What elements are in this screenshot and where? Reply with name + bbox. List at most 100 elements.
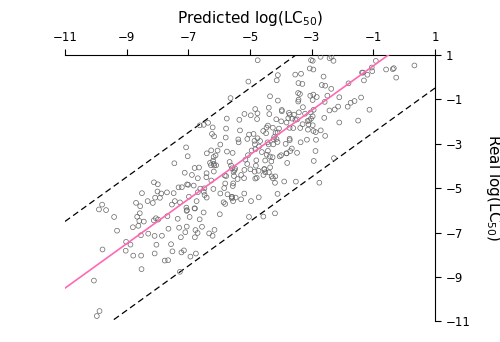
Point bbox=[242, 157, 250, 162]
Point bbox=[269, 175, 277, 181]
Point bbox=[214, 148, 222, 153]
Point bbox=[90, 278, 98, 283]
Point bbox=[358, 70, 366, 75]
Point bbox=[182, 208, 190, 214]
Point bbox=[274, 191, 281, 197]
Point bbox=[327, 86, 335, 92]
Point bbox=[210, 154, 218, 160]
Point bbox=[262, 131, 270, 136]
Point bbox=[324, 93, 332, 98]
Point bbox=[98, 247, 106, 252]
Point bbox=[410, 63, 418, 68]
Point bbox=[271, 180, 279, 186]
Point bbox=[192, 227, 200, 233]
Point bbox=[192, 251, 200, 256]
Point bbox=[364, 72, 372, 78]
Point bbox=[190, 183, 198, 188]
Point bbox=[204, 120, 212, 126]
Point bbox=[196, 186, 204, 192]
Point bbox=[227, 163, 235, 168]
Point bbox=[294, 80, 302, 86]
Point bbox=[246, 167, 254, 172]
Point bbox=[236, 128, 244, 133]
Point bbox=[182, 229, 190, 235]
Point bbox=[192, 198, 200, 204]
Point bbox=[245, 132, 253, 137]
Point bbox=[307, 116, 315, 121]
Point bbox=[258, 149, 266, 155]
Point bbox=[178, 184, 186, 190]
Point bbox=[234, 137, 242, 142]
Point bbox=[251, 142, 259, 147]
Point bbox=[306, 66, 314, 71]
Point bbox=[229, 198, 237, 204]
Point bbox=[220, 185, 228, 191]
Point bbox=[102, 207, 110, 213]
Y-axis label: Real log(LC$_{50}$): Real log(LC$_{50}$) bbox=[484, 134, 500, 242]
Point bbox=[229, 181, 237, 186]
Point bbox=[122, 248, 130, 253]
Point bbox=[182, 205, 190, 210]
Point bbox=[330, 58, 338, 64]
Point bbox=[237, 172, 245, 178]
Point bbox=[308, 122, 316, 128]
Point bbox=[368, 65, 376, 70]
Point bbox=[113, 228, 121, 233]
Point bbox=[220, 199, 228, 205]
Point bbox=[290, 112, 298, 117]
Point bbox=[312, 129, 320, 135]
Point bbox=[252, 158, 260, 163]
Point bbox=[236, 117, 244, 122]
Point bbox=[296, 140, 304, 145]
Point bbox=[208, 125, 216, 130]
Point bbox=[255, 144, 263, 149]
Point bbox=[293, 117, 301, 122]
X-axis label: Predicted log(LC$_{50}$): Predicted log(LC$_{50}$) bbox=[177, 9, 323, 28]
Point bbox=[210, 161, 218, 167]
Point bbox=[264, 148, 272, 154]
Point bbox=[180, 170, 188, 175]
Point bbox=[171, 198, 179, 204]
Point bbox=[275, 126, 283, 131]
Point bbox=[308, 114, 316, 119]
Point bbox=[372, 58, 380, 64]
Point bbox=[207, 162, 215, 168]
Point bbox=[317, 128, 325, 133]
Point bbox=[152, 242, 160, 248]
Point bbox=[156, 195, 164, 200]
Point bbox=[252, 176, 260, 181]
Point bbox=[274, 130, 281, 135]
Point bbox=[301, 111, 309, 116]
Point bbox=[95, 207, 103, 212]
Point bbox=[270, 134, 278, 140]
Point bbox=[164, 226, 172, 232]
Point bbox=[210, 186, 218, 192]
Point bbox=[252, 163, 260, 169]
Point bbox=[359, 70, 367, 75]
Point bbox=[282, 120, 290, 125]
Point bbox=[191, 235, 199, 240]
Point bbox=[182, 224, 190, 229]
Point bbox=[272, 174, 280, 179]
Point bbox=[216, 211, 224, 217]
Point bbox=[255, 195, 263, 200]
Point bbox=[310, 128, 318, 134]
Point bbox=[294, 90, 302, 96]
Point bbox=[312, 148, 320, 154]
Point bbox=[168, 249, 176, 254]
Point bbox=[277, 119, 285, 124]
Point bbox=[240, 167, 248, 173]
Point bbox=[150, 180, 158, 185]
Point bbox=[174, 216, 182, 222]
Point bbox=[154, 182, 162, 187]
Point bbox=[150, 233, 158, 239]
Point bbox=[98, 202, 106, 207]
Point bbox=[320, 115, 328, 121]
Point bbox=[216, 191, 224, 196]
Point bbox=[228, 194, 236, 199]
Point bbox=[284, 116, 292, 121]
Point bbox=[305, 118, 313, 123]
Point bbox=[266, 154, 274, 159]
Point bbox=[164, 213, 172, 219]
Point bbox=[321, 133, 329, 139]
